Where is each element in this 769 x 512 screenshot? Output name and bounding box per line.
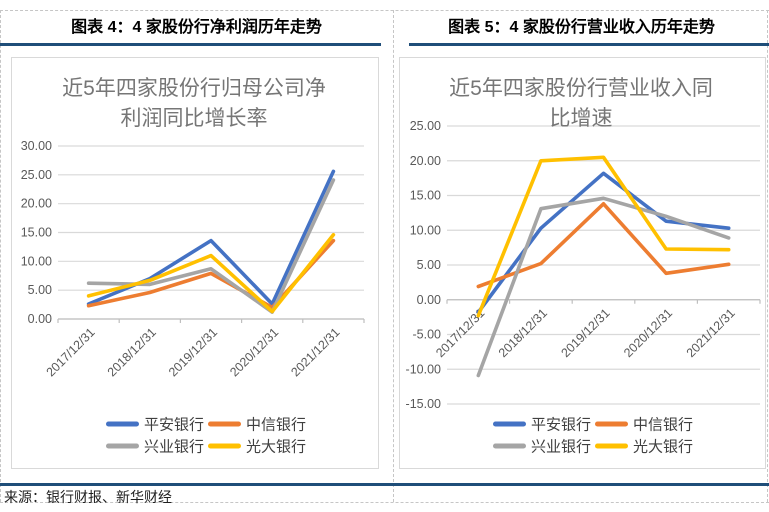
x-axis-tick-label: 2020/12/31: [227, 325, 281, 379]
legend-swatch-3: [595, 443, 628, 449]
legend-label-0: 平安银行: [531, 417, 591, 434]
legend-label-0: 平安银行: [144, 417, 204, 434]
y-axis-tick-label: 15.00: [410, 189, 441, 203]
footer-rule: [0, 483, 769, 486]
y-axis-tick-label: 25.00: [410, 119, 441, 133]
table-column-divider: [393, 10, 394, 502]
legend-label-3: 光大银行: [633, 439, 693, 456]
chart5-header-underline: [409, 43, 769, 46]
chart-title-line-1: 利润同比增长率: [121, 107, 268, 130]
legend-label-2: 兴业银行: [531, 439, 591, 456]
y-axis-tick-label: -10.00: [406, 362, 441, 376]
y-axis-tick-label: 5.00: [28, 283, 52, 297]
legend-swatch-1: [208, 421, 241, 427]
chart-title-line-0: 近5年四家股份行归母公司净: [62, 77, 326, 100]
y-axis-tick-label: -5.00: [413, 328, 442, 342]
x-axis-tick-label: 2017/12/31: [44, 325, 98, 379]
y-axis-tick-label: -15.00: [406, 397, 441, 411]
series-line-1: [476, 202, 731, 289]
y-axis-tick-label: 20.00: [410, 154, 441, 168]
y-axis-tick-label: 5.00: [417, 258, 441, 272]
chart5-revenue-growth-line-chart: -15.00 -10.00 -5.00 0.00 5.00 10.00 15.00 20.00…: [406, 77, 761, 456]
legend-swatch-0: [493, 421, 526, 427]
chart5-header: 图表 5：4 家股份行营业收入历年走势: [448, 19, 715, 36]
legend-swatch-0: [106, 421, 139, 427]
legend-swatch-2: [106, 443, 139, 449]
legend-label-3: 光大银行: [246, 439, 306, 456]
chart4-frame: 0.00 5.00 10.00 15.00 20.00 25.00 30.00 2017/12…: [11, 57, 379, 469]
table-border-top: [0, 10, 769, 11]
chart4-net-profit-growth-line-chart: 0.00 5.00 10.00 15.00 20.00 25.00 30.00 2017/12…: [21, 77, 365, 456]
legend-swatch-3: [208, 443, 241, 449]
table-border-bottom: [0, 502, 769, 503]
source-note: 来源：银行财报、新华财经: [4, 489, 172, 505]
series-line-3: [476, 155, 731, 318]
x-axis-tick-label: 2019/12/31: [166, 325, 220, 379]
legend-swatch-2: [493, 443, 526, 449]
chart4-header-underline: [0, 43, 381, 46]
x-axis-tick-label: 2018/12/31: [105, 325, 159, 379]
y-axis-tick-label: 15.00: [21, 226, 52, 240]
chart5-frame: -15.00 -10.00 -5.00 0.00 5.00 10.00 15.00 20.00…: [399, 57, 766, 469]
chart-title-line-0: 近5年四家股份行营业收入同: [449, 77, 713, 100]
legend-swatch-1: [595, 421, 628, 427]
series-line-0: [476, 171, 731, 315]
series-line-3: [86, 233, 336, 314]
x-axis-tick-label: 2021/12/31: [684, 306, 738, 360]
chart4-header: 图表 4：4 家股份行净利润历年走势: [71, 19, 322, 36]
y-axis-tick-label: 10.00: [21, 254, 52, 268]
legend-label-1: 中信银行: [633, 417, 693, 434]
legend-label-1: 中信银行: [246, 417, 306, 434]
x-axis-tick-label: 2021/12/31: [288, 325, 342, 379]
y-axis-tick-label: 0.00: [417, 293, 441, 307]
x-axis-tick-label: 2020/12/31: [621, 306, 675, 360]
y-axis-tick-label: 30.00: [21, 139, 52, 153]
legend-label-2: 兴业银行: [144, 439, 204, 456]
series-line-2: [86, 178, 336, 314]
series-line-2: [476, 196, 731, 378]
x-axis-tick-label: 2018/12/31: [496, 306, 550, 360]
table-border-left: [0, 10, 1, 502]
y-axis-tick-label: 20.00: [21, 197, 52, 211]
x-axis-tick-label: 2019/12/31: [558, 306, 612, 360]
table-border-right: [767, 10, 768, 502]
y-axis-tick-label: 25.00: [21, 168, 52, 182]
chart-title-line-1: 比增速: [550, 107, 613, 130]
y-axis-tick-label: 10.00: [410, 223, 441, 237]
y-axis-tick-label: 0.00: [28, 312, 52, 326]
